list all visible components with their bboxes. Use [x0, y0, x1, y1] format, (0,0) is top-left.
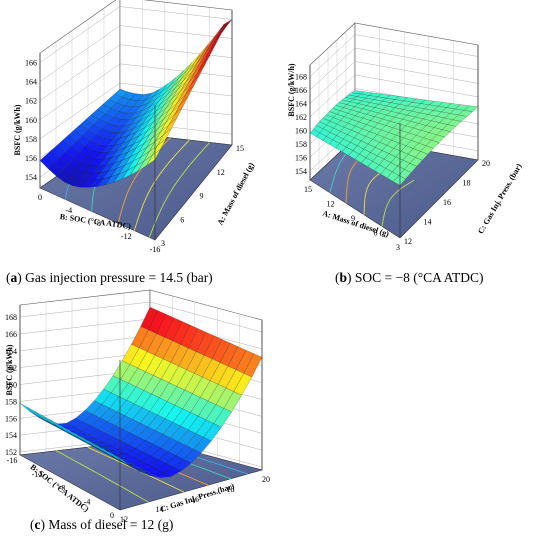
z-gridline: [39, 6, 233, 63]
z-gridline: [309, 61, 479, 104]
x-tick-label: -16: [150, 245, 161, 254]
x-tick-label: -8: [59, 484, 66, 493]
floor-contour: [56, 450, 149, 503]
x-tick-label: 15: [304, 185, 312, 194]
y-tick-label: 20: [262, 475, 270, 484]
z-tick-label: 154: [5, 431, 17, 440]
x-tick-label: -12: [121, 232, 132, 241]
caption-c: (c) Mass of diesel = 12 (g): [30, 517, 174, 532]
z-tick-label: 158: [25, 135, 37, 144]
z-tick-label: 168: [295, 73, 307, 82]
x-tick-label: 9: [351, 214, 355, 223]
z-axis-label: BSFC (g/kWh): [5, 344, 14, 395]
y-tick-label: 14: [424, 218, 432, 227]
x-tick-label: 0: [38, 193, 42, 202]
y-tick-label: 9: [200, 192, 204, 201]
z-tick-label: 164: [25, 78, 37, 87]
y-tick-label: 3: [161, 239, 165, 248]
z-gridline: [39, 82, 233, 140]
y-tick-label: 15: [236, 144, 244, 153]
z-gridline: [309, 47, 479, 91]
y-tick-label: 12: [217, 168, 225, 177]
surface-cell: [112, 454, 131, 466]
z-axis-label: BSFC (g/kW/h): [287, 63, 296, 116]
y-tick-label: 16: [443, 198, 451, 207]
x-tick-label: 0: [110, 511, 114, 520]
y-tick-label: 12: [404, 237, 412, 246]
z-tick-label: 156: [5, 414, 17, 423]
floor-contour: [381, 179, 415, 227]
x-tick-label: 6: [374, 229, 378, 238]
z-tick-label: 152: [5, 448, 17, 457]
x-tick-label: 12: [327, 200, 335, 209]
x-tick-label: 3: [396, 243, 400, 252]
y-tick-label: 16: [191, 495, 199, 504]
x-tick-label: -4: [65, 206, 72, 215]
z-tick-label: 156: [295, 153, 307, 162]
y-tick-label: 18: [227, 485, 235, 494]
z-tick-label: 160: [295, 126, 307, 135]
y-axis-label: C: Gas Inj. Press. (bar): [476, 162, 524, 236]
y-tick-label: 20: [482, 159, 490, 168]
z-tick-label: 164: [5, 347, 17, 356]
z-tick-label: 164: [295, 99, 307, 108]
z-gridline: [19, 301, 263, 333]
y-tick-label: 18: [463, 179, 471, 188]
z-tick-label: 154: [25, 173, 37, 182]
y-tick-label: 14: [156, 505, 164, 514]
x-tick-label: -4: [84, 497, 91, 506]
z-gridline: [39, 25, 233, 82]
z-tick-label: 160: [5, 381, 17, 390]
caption-a: (a) Gas injection pressure = 14.5 (bar): [6, 270, 213, 285]
x-tick-label: -8: [94, 219, 101, 228]
z-tick-label: 166: [25, 58, 37, 67]
z-tick-label: 156: [25, 154, 37, 163]
surface-cell: [146, 149, 161, 166]
z-tick-label: 154: [295, 167, 307, 176]
z-tick-label: 162: [5, 364, 17, 373]
x-tick-label: -12: [32, 470, 43, 479]
z-tick-label: 158: [5, 397, 17, 406]
z-gridline: [309, 34, 479, 77]
z-tick-label: 160: [25, 116, 37, 125]
y-tick-label: 6: [180, 215, 184, 224]
z-tick-label: 162: [295, 113, 307, 122]
surface-cell: [393, 175, 406, 186]
z-tick-label: 166: [295, 86, 307, 95]
z-gridline: [309, 74, 479, 118]
y-tick-label: 12: [120, 515, 128, 524]
x-tick-label: -16: [7, 456, 18, 465]
z-tick-label: 166: [5, 330, 17, 339]
z-axis-label: BSFC (g/kWh): [13, 104, 22, 155]
z-tick-label: 158: [295, 140, 307, 149]
z-gridline: [39, 44, 233, 101]
floor-contour: [87, 446, 185, 493]
z-tick-label: 162: [25, 97, 37, 106]
z-tick-label: 168: [5, 313, 17, 322]
caption-b: (b) SOC = −8 (°CA ATDC): [335, 270, 484, 285]
floor-contour: [148, 142, 210, 238]
